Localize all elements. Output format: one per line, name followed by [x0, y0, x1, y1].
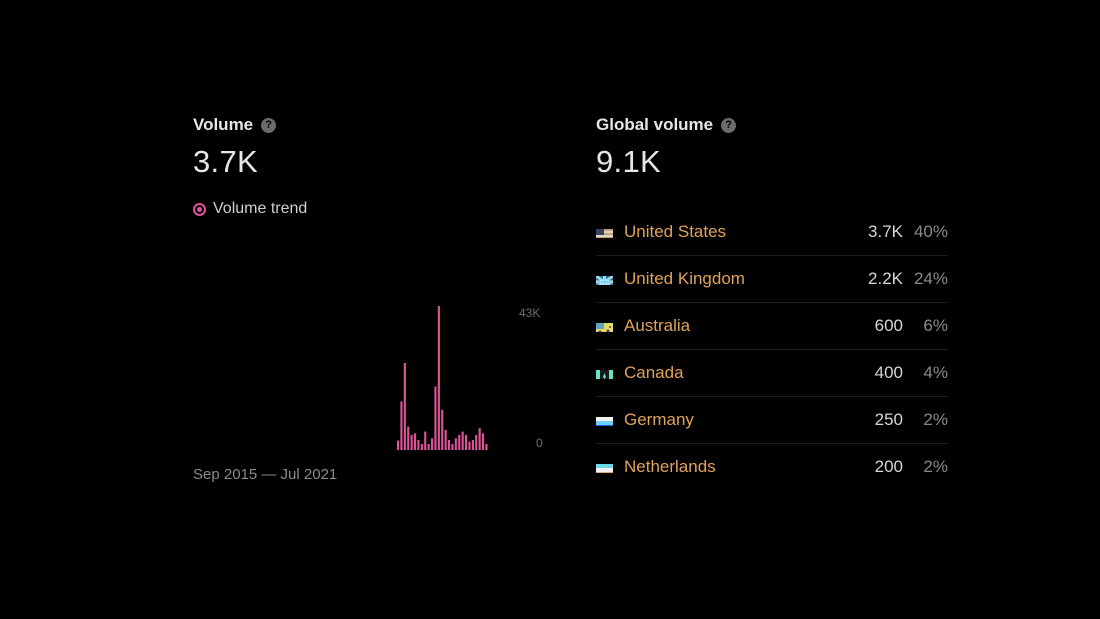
country-row-australia[interactable]: Australia 600 6% — [596, 303, 948, 350]
trend-bar[interactable] — [434, 386, 437, 450]
help-icon[interactable]: ? — [261, 117, 277, 133]
trend-bar[interactable] — [420, 444, 423, 450]
trend-bar[interactable] — [451, 444, 454, 450]
legend-dot-icon — [193, 202, 206, 216]
country-share: 40% — [913, 222, 948, 241]
trend-bar[interactable] — [397, 440, 400, 450]
y-tick-zero: 0 — [536, 436, 543, 450]
y-tick-max: 43K — [519, 306, 541, 320]
uk-flag-icon — [596, 273, 613, 285]
us-flag-icon — [596, 226, 613, 238]
ca-flag-icon — [596, 367, 613, 379]
global-volume-panel: Global volume ? 9.1K United States 3.7K … — [596, 112, 948, 492]
country-volume: 600 — [874, 316, 903, 335]
trend-bar[interactable] — [437, 306, 440, 450]
country-name[interactable]: United Kingdom — [624, 269, 745, 288]
trend-bar[interactable] — [441, 409, 444, 450]
country-volume: 2.2K — [868, 269, 903, 288]
country-row-united-kingdom[interactable]: United Kingdom 2.2K 24% — [596, 256, 948, 303]
country-row-netherlands[interactable]: Netherlands 200 2% — [596, 444, 948, 490]
country-name[interactable]: Netherlands — [624, 457, 716, 476]
country-list: United States 3.7K 40% United Kingdom 2.… — [596, 209, 948, 490]
country-share: 4% — [923, 363, 948, 382]
trend-bar[interactable] — [485, 444, 488, 450]
help-icon[interactable]: ? — [721, 117, 737, 133]
trend-bar[interactable] — [417, 440, 420, 450]
trend-bar[interactable] — [465, 434, 468, 450]
country-row-canada[interactable]: Canada 400 4% — [596, 350, 948, 397]
volume-title: Volume — [193, 115, 254, 134]
trend-bar[interactable] — [475, 434, 478, 450]
date-range: Sep 2015 — Jul 2021 — [193, 466, 338, 483]
country-name[interactable]: Australia — [624, 316, 691, 335]
trend-bar[interactable] — [403, 362, 406, 450]
trend-bar[interactable] — [454, 438, 457, 450]
trend-bar[interactable] — [400, 401, 403, 450]
trend-bar[interactable] — [427, 444, 430, 450]
de-flag-icon — [596, 414, 613, 426]
trend-bar[interactable] — [461, 431, 464, 450]
volume-title-row: Volume ? — [193, 112, 553, 138]
trend-bar[interactable] — [414, 433, 417, 450]
volume-panel: Volume ? 3.7K Volume trend 43K 0 Sep 201… — [193, 112, 553, 492]
trend-bar[interactable] — [448, 440, 451, 450]
au-flag-icon — [596, 320, 613, 332]
volume-value: 3.7K — [193, 144, 258, 179]
country-share: 6% — [923, 316, 948, 335]
volume-trend-chart: 43K 0 — [193, 298, 553, 458]
legend-label: Volume trend — [213, 200, 308, 217]
trend-bar[interactable] — [424, 431, 427, 450]
country-share: 2% — [923, 457, 948, 476]
country-name[interactable]: Canada — [624, 363, 684, 382]
trend-bar[interactable] — [458, 434, 461, 450]
country-name[interactable]: Germany — [624, 410, 694, 429]
trend-bar[interactable] — [407, 426, 410, 450]
country-share: 2% — [923, 410, 948, 429]
country-name[interactable]: United States — [624, 222, 727, 241]
trend-chart-svg — [397, 306, 488, 450]
global-title-row: Global volume ? — [596, 112, 948, 138]
country-share: 24% — [913, 269, 948, 288]
country-volume: 400 — [874, 363, 903, 382]
country-row-germany[interactable]: Germany 250 2% — [596, 397, 948, 444]
trend-bar[interactable] — [444, 429, 447, 450]
country-volume: 200 — [874, 457, 903, 476]
nl-flag-icon — [596, 461, 613, 473]
global-volume-value: 9.1K — [596, 144, 661, 179]
country-volume: 250 — [874, 410, 903, 429]
trend-bar[interactable] — [431, 438, 434, 450]
global-volume-title: Global volume — [596, 115, 714, 134]
volume-trend-legend[interactable]: Volume trend — [193, 200, 553, 218]
trend-bar[interactable] — [482, 433, 485, 450]
trend-bar[interactable] — [410, 434, 413, 450]
trend-bar[interactable] — [468, 441, 471, 450]
country-volume: 3.7K — [868, 222, 903, 241]
country-row-united-states[interactable]: United States 3.7K 40% — [596, 209, 948, 256]
trend-bar[interactable] — [471, 440, 474, 450]
trend-bar[interactable] — [478, 428, 481, 450]
